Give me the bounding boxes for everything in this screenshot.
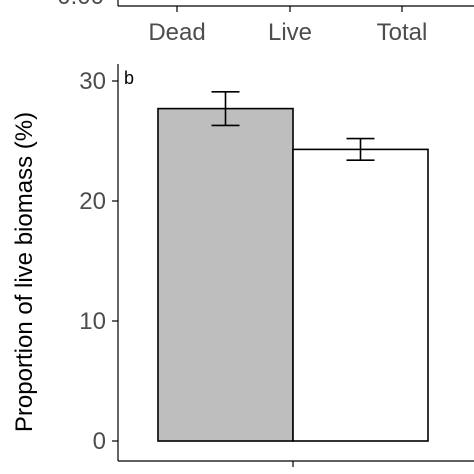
- panel-a-ytick-fragment: 0.00: [57, 0, 104, 10]
- panel-a-category-dead: Dead: [148, 19, 205, 46]
- panel-a-category-live: Live: [268, 19, 312, 46]
- y-tick-label-20: 20: [79, 188, 106, 215]
- y-tick-label-0: 0: [93, 428, 106, 455]
- panel-a-category-total: Total: [377, 19, 428, 46]
- panel-b: b Proportion of live biomass (%) 0 10 20 30: [11, 64, 474, 467]
- panel-a: 0.00 Dead Live Total: [57, 0, 474, 46]
- panel-b-label: b: [124, 68, 134, 88]
- bars: [157, 107, 429, 442]
- y-axis-title: Proportion of live biomass (%): [11, 112, 38, 432]
- error-bar-0: [211, 91, 240, 127]
- y-tick-label-30: 30: [79, 68, 106, 95]
- error-bar-1: [346, 137, 375, 161]
- y-tick-label-10: 10: [79, 308, 106, 335]
- bar-1: [292, 148, 429, 442]
- y-ticks: 0 10 20 30: [79, 68, 118, 455]
- error-bars: [211, 91, 375, 161]
- bar-0: [157, 107, 294, 442]
